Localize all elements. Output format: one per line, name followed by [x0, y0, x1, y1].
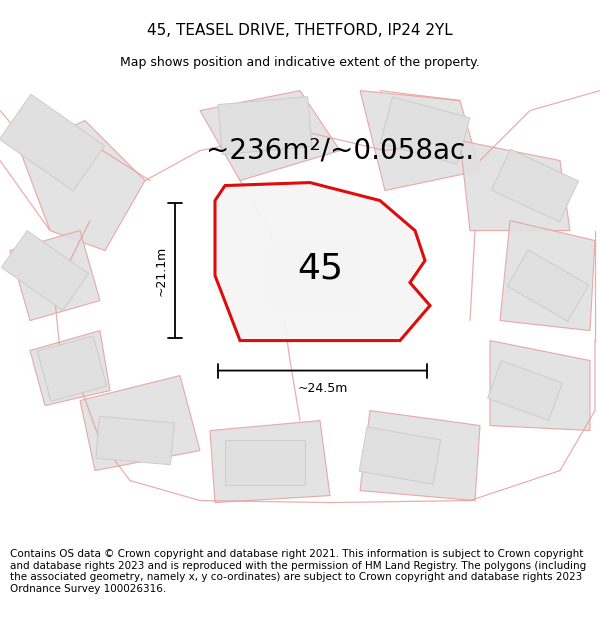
Polygon shape [225, 440, 305, 485]
Text: ~24.5m: ~24.5m [298, 382, 347, 395]
Polygon shape [460, 141, 570, 231]
Text: ~236m²/~0.058ac.: ~236m²/~0.058ac. [206, 137, 474, 164]
Polygon shape [210, 421, 330, 502]
Polygon shape [507, 250, 589, 321]
Polygon shape [37, 336, 107, 401]
Text: 45: 45 [297, 252, 343, 286]
Polygon shape [96, 416, 174, 465]
Polygon shape [20, 121, 145, 251]
Polygon shape [359, 427, 441, 484]
Polygon shape [360, 411, 480, 501]
Polygon shape [490, 341, 590, 431]
Polygon shape [1, 231, 89, 311]
Polygon shape [0, 94, 104, 191]
Polygon shape [500, 221, 595, 331]
Polygon shape [380, 97, 470, 164]
Polygon shape [218, 97, 312, 154]
Text: 45, TEASEL DRIVE, THETFORD, IP24 2YL: 45, TEASEL DRIVE, THETFORD, IP24 2YL [147, 23, 453, 38]
Polygon shape [360, 91, 480, 191]
Polygon shape [80, 376, 200, 471]
Polygon shape [491, 149, 578, 222]
Text: ~21.1m: ~21.1m [155, 246, 167, 296]
Polygon shape [215, 182, 430, 341]
Polygon shape [10, 231, 100, 321]
Text: Contains OS data © Crown copyright and database right 2021. This information is : Contains OS data © Crown copyright and d… [10, 549, 586, 594]
Text: Map shows position and indicative extent of the property.: Map shows position and indicative extent… [120, 56, 480, 69]
Polygon shape [200, 91, 340, 181]
Polygon shape [30, 331, 110, 406]
Polygon shape [265, 243, 365, 308]
Polygon shape [488, 361, 562, 421]
